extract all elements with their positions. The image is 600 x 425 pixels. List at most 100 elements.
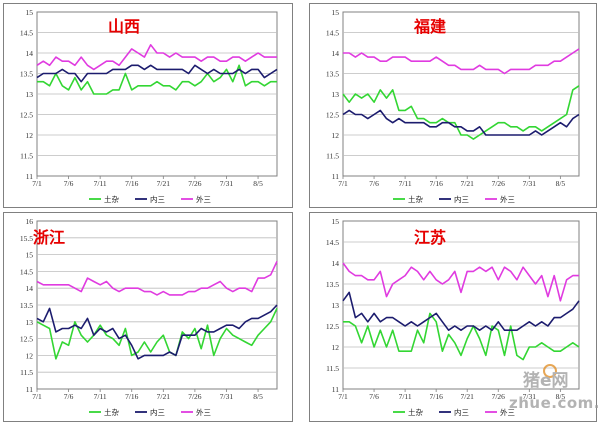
x-tick-label: 7/16 — [429, 179, 443, 188]
series-line-1 — [342, 291, 580, 331]
y-tick-label: 13 — [332, 301, 340, 310]
x-tick-label: 7/21 — [461, 392, 475, 401]
chart-title-fujian: 福建 — [413, 17, 446, 36]
x-tick-label: 8/5 — [556, 392, 566, 401]
y-tick-label: 11.5 — [20, 368, 33, 377]
series-line-2 — [36, 44, 277, 71]
chart-svg: 11 11.5 12 12.5 13 13.5 14 14.5 15 7/1 7/6 7/11 7/16… — [326, 217, 580, 417]
watermark-logo: 猪e网 zhue.com.cn — [505, 364, 600, 422]
legend-label-2: 外三 — [196, 407, 211, 417]
y-tick-label: 13 — [332, 90, 340, 99]
y-tick-label: 15 — [26, 8, 34, 17]
y-tick-label: 13.5 — [20, 301, 33, 310]
legend-label-1: 内三 — [454, 407, 469, 417]
y-tick-label: 11.5 — [326, 152, 339, 161]
y-tick-label: 13 — [26, 90, 34, 99]
x-tick-label: 7/26 — [492, 179, 506, 188]
legend-label-2: 外三 — [500, 194, 515, 204]
series-line-2 — [343, 48, 580, 75]
y-tick-label: 12.5 — [20, 335, 33, 344]
y-tick-label: 12.5 — [326, 322, 339, 331]
x-tick-label: 7/21 — [461, 179, 475, 188]
y-tick-label: 12 — [26, 351, 34, 360]
y-tick-label: 11 — [332, 172, 339, 181]
legend-label-2: 外三 — [196, 194, 211, 204]
x-tick-label: 8/5 — [253, 179, 263, 188]
chart-svg: 11 11.5 12 12.5 13 13.5 14 14.5 15 7/1 7/6 7/11 7/16… — [20, 8, 278, 204]
y-tick-label: 11 — [332, 385, 339, 394]
legend-label-0: 土杂 — [104, 407, 119, 417]
y-tick-label: 11 — [26, 172, 33, 181]
legend-label-1: 内三 — [150, 407, 165, 417]
legend-label-0: 土杂 — [104, 194, 119, 204]
y-tick-label: 12.5 — [20, 111, 33, 120]
x-tick-label: 7/11 — [399, 179, 412, 188]
watermark-cn: 猪e网 — [523, 371, 569, 391]
y-tick-label: 12 — [26, 131, 34, 140]
y-tick-label: 13 — [26, 318, 34, 327]
series-line-0 — [343, 312, 580, 361]
x-tick-label: 8/5 — [253, 392, 263, 401]
y-tick-label: 14 — [26, 49, 34, 58]
x-tick-label: 7/11 — [399, 392, 412, 401]
chart-svg: 11 11.5 12 12.5 13 13.5 14 14.5 15 7/1 7/6 7/11 7/16… — [326, 8, 580, 204]
y-tick-label: 12 — [332, 131, 340, 140]
x-tick-label: 7/26 — [188, 179, 202, 188]
chart-title-shanxi: 山西 — [108, 17, 140, 36]
x-tick-label: 7/1 — [32, 179, 42, 188]
y-tick-label: 15 — [332, 8, 340, 17]
x-tick-label: 7/21 — [157, 392, 171, 401]
legend-label-1: 内三 — [454, 194, 469, 204]
x-tick-label: 7/31 — [523, 179, 537, 188]
legend-label-0: 土杂 — [408, 407, 423, 417]
x-tick-label: 7/6 — [369, 392, 379, 401]
y-tick-label: 14.5 — [20, 267, 33, 276]
y-tick-label: 11.5 — [20, 152, 33, 161]
x-tick-label: 7/1 — [32, 392, 42, 401]
y-tick-label: 15 — [332, 217, 340, 226]
x-tick-label: 7/26 — [188, 392, 202, 401]
x-tick-label: 7/16 — [125, 179, 139, 188]
series-line-2 — [342, 262, 579, 302]
x-tick-label: 7/6 — [64, 179, 74, 188]
y-tick-label: 14.5 — [20, 29, 33, 38]
chart-title-jiangsu: 江苏 — [414, 228, 446, 247]
x-tick-label: 7/31 — [523, 392, 537, 401]
x-tick-label: 8/5 — [556, 179, 566, 188]
y-tick-label: 14 — [332, 259, 340, 268]
y-tick-label: 16 — [26, 217, 34, 226]
y-tick-label: 13.5 — [326, 280, 339, 289]
x-tick-label: 7/26 — [492, 392, 506, 401]
y-tick-label: 14 — [26, 284, 34, 293]
x-tick-label: 7/11 — [94, 179, 107, 188]
x-tick-label: 7/31 — [220, 179, 234, 188]
y-tick-label: 13.5 — [20, 70, 33, 79]
x-tick-label: 7/1 — [338, 179, 348, 188]
x-tick-label: 7/16 — [125, 392, 139, 401]
y-tick-label: 14.5 — [326, 238, 339, 247]
legend-label-2: 外三 — [500, 407, 515, 417]
y-tick-label: 11 — [26, 385, 33, 394]
x-tick-label: 7/21 — [157, 179, 171, 188]
logo-ball-icon — [543, 364, 557, 378]
x-tick-label: 7/6 — [369, 179, 379, 188]
x-tick-label: 7/6 — [64, 392, 74, 401]
series-line-1 — [36, 304, 278, 360]
chart-panel-jiangsu: 11 11.5 12 12.5 13 13.5 14 14.5 15 7/1 7/6 7/11 7/16… — [309, 212, 597, 422]
series-line-2 — [36, 260, 278, 296]
y-tick-label: 13.5 — [326, 70, 339, 79]
x-tick-label: 7/16 — [429, 392, 443, 401]
chart-svg: 11 11.5 12 12.5 13 13.5 14 14.5 15 15.5 16 7/1 7/6 7/… — [20, 217, 278, 417]
series-line-1 — [342, 109, 580, 136]
legend-label-1: 内三 — [150, 194, 165, 204]
y-tick-label: 12.5 — [326, 111, 339, 120]
y-tick-label: 15 — [26, 251, 34, 260]
series-line-0 — [342, 85, 580, 140]
chart-title-zhejiang: 浙江 — [33, 228, 65, 247]
chart-panel-zhejiang: 11 11.5 12 12.5 13 13.5 14 14.5 15 15.5 16 7/1 7/6 7/… — [3, 212, 293, 422]
chart-panel-fujian: 11 11.5 12 12.5 13 13.5 14 14.5 15 7/1 7/6 7/11 7/16… — [309, 3, 597, 208]
y-tick-label: 12 — [332, 343, 340, 352]
watermark-en: zhue.com.cn — [509, 394, 600, 412]
x-tick-label: 7/11 — [94, 392, 107, 401]
